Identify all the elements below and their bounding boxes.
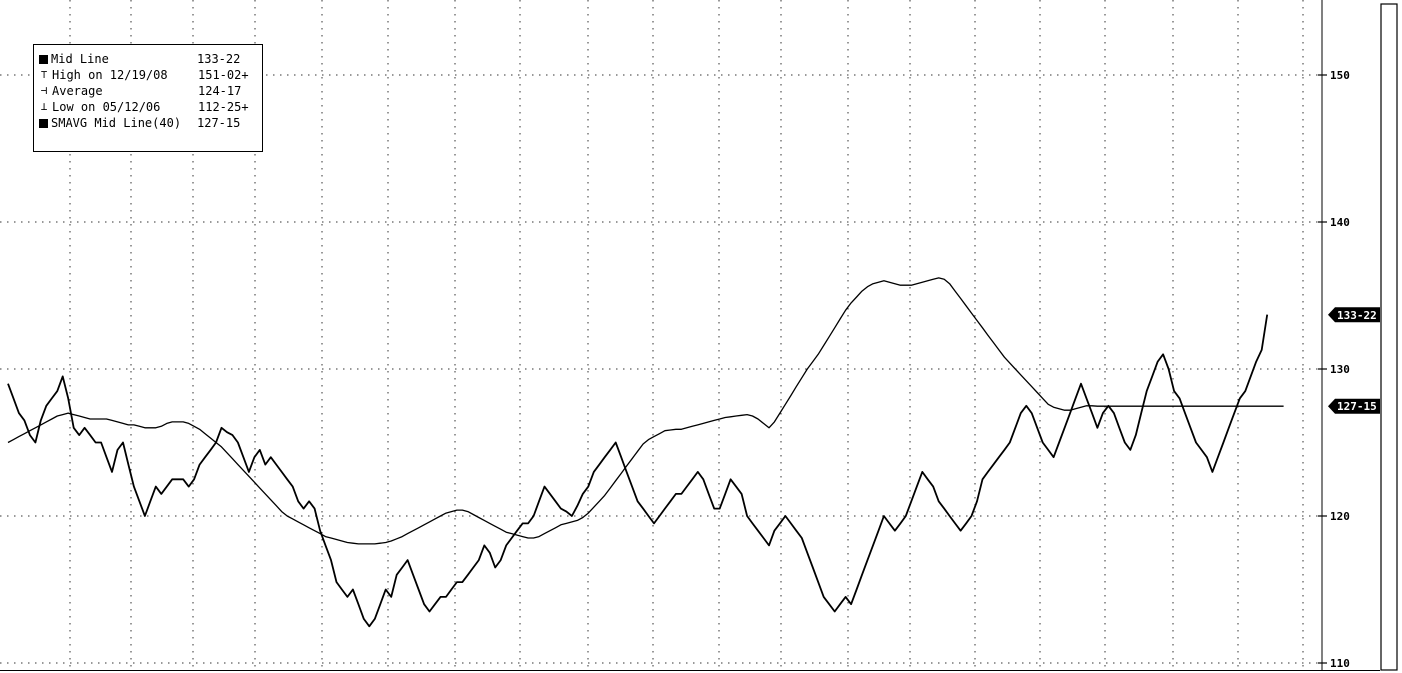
- filled-square-icon: [39, 54, 48, 64]
- last-value-label: 127-15: [1337, 400, 1377, 413]
- legend-row-average: ⊣ Average 124-17: [39, 83, 258, 99]
- last-value-tag: [1328, 307, 1380, 323]
- high-marker-icon: ⊤: [40, 68, 48, 81]
- tick-label: 150: [1330, 69, 1350, 82]
- filled-square-icon: [39, 118, 48, 128]
- legend-row-high: ⊤ High on 12/19/08 151-02+: [39, 67, 258, 83]
- right-panel: [1380, 3, 1398, 671]
- legend-value: 124-17: [198, 84, 242, 98]
- mid-line-series: [7, 314, 1269, 628]
- legend-label: Average: [52, 84, 103, 98]
- tick-label: 130: [1330, 363, 1350, 376]
- legend-value: 112-25+: [198, 100, 249, 114]
- legend-row-mid-line: Mid Line 133-22: [39, 51, 258, 67]
- last-value-tag: [1328, 398, 1380, 414]
- price-axis: 110 120 130 140 150: [1318, 0, 1350, 670]
- tick-label: 140: [1330, 216, 1350, 229]
- legend-value: 151-02+: [198, 68, 249, 82]
- series-lines: [7, 277, 1284, 628]
- horizontal-gridlines: [0, 74, 1322, 664]
- chart-legend: Mid Line 133-22 ⊤ High on 12/19/08 151-0…: [33, 44, 263, 152]
- tick-label: 110: [1330, 657, 1350, 670]
- average-marker-icon: ⊣: [40, 84, 48, 97]
- legend-label: SMAVG Mid Line(40): [51, 116, 182, 130]
- legend-label: Low on 05/12/06: [52, 100, 161, 114]
- legend-row-low: ⊥ Low on 05/12/06 112-25+: [39, 99, 258, 115]
- last-value-tags: 133-22 127-15: [1328, 307, 1380, 414]
- last-value-label: 133-22: [1337, 309, 1377, 322]
- low-marker-icon: ⊥: [40, 100, 48, 113]
- legend-row-smavg: SMAVG Mid Line(40) 127-15: [39, 115, 258, 131]
- tick-label: 120: [1330, 510, 1350, 523]
- legend-value: 133-22: [197, 52, 241, 66]
- legend-value: 127-15: [197, 116, 241, 130]
- smavg-series: [7, 277, 1284, 545]
- legend-label: Mid Line: [51, 52, 109, 66]
- legend-label: High on 12/19/08: [52, 68, 168, 82]
